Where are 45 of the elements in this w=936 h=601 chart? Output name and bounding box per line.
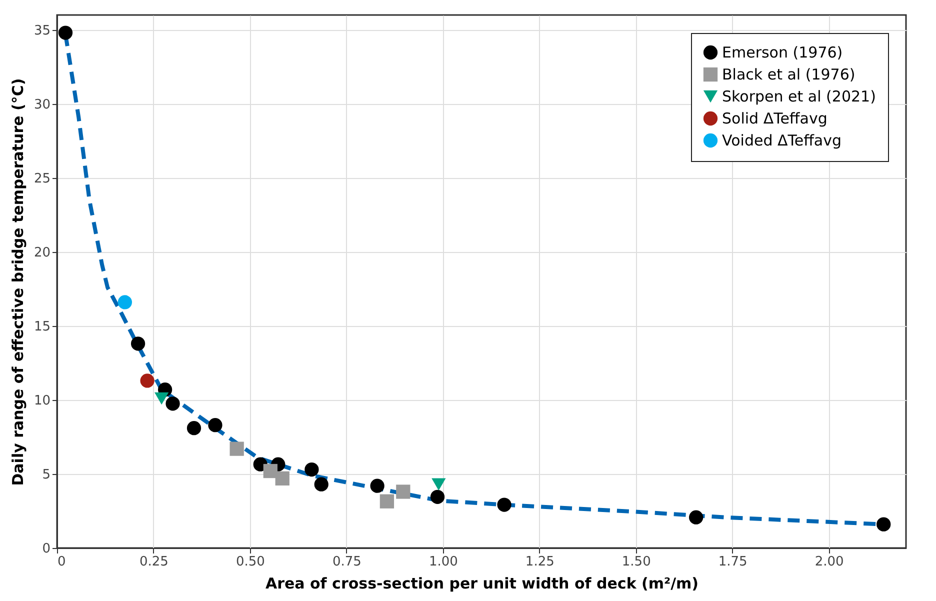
point <box>370 478 384 493</box>
point <box>130 336 146 351</box>
x-tick-label: 1.50 <box>622 554 651 570</box>
point <box>430 490 445 504</box>
y-tick-label: 15 <box>34 319 50 334</box>
point <box>140 374 154 388</box>
point <box>186 421 202 436</box>
legend-label: Emerson (1976) <box>722 44 843 62</box>
point <box>208 418 222 432</box>
x-tick-label: 0.75 <box>332 554 362 570</box>
x-tick-label: 0.50 <box>236 554 265 570</box>
y-tick-label: 20 <box>34 245 50 260</box>
y-tick-label: 35 <box>34 23 50 38</box>
point <box>118 295 132 310</box>
point <box>263 464 278 478</box>
y-tick-label: 5 <box>42 467 50 482</box>
point <box>275 471 290 486</box>
point <box>58 26 73 40</box>
y-axis-title: Daily range of effective bridge temperature (°C) <box>8 78 27 486</box>
x-tick-label: 2.00 <box>814 554 844 570</box>
point <box>154 392 169 405</box>
legend-label: Black et al (1976) <box>722 66 856 84</box>
point <box>304 462 319 477</box>
y-tick-label: 25 <box>34 171 50 186</box>
legend-label: Voided ΔTeffavg <box>722 132 842 150</box>
x-tick-label: 1.00 <box>428 554 458 570</box>
point <box>876 517 891 532</box>
x-tick-label: 0.25 <box>140 554 168 570</box>
y-tick-label: 10 <box>34 393 50 408</box>
legend-label: Solid ΔTeffavg <box>722 110 828 128</box>
point <box>396 484 410 499</box>
y-tick-label: 0 <box>42 542 50 556</box>
legend-label: Skorpen et al (2021) <box>722 88 876 106</box>
x-axis-title: Area of cross-section per unit width of deck (m²/m) <box>265 574 699 592</box>
point <box>230 442 244 456</box>
point <box>497 498 512 512</box>
x-tick-label: 1.25 <box>525 554 554 570</box>
x-tick-label: 0 <box>58 554 66 570</box>
point <box>432 478 446 490</box>
point <box>166 396 180 411</box>
point <box>314 477 328 492</box>
x-tick-label: 1.75 <box>718 554 748 570</box>
y-tick-label: 30 <box>34 97 50 112</box>
point <box>688 510 704 524</box>
point <box>380 494 394 508</box>
